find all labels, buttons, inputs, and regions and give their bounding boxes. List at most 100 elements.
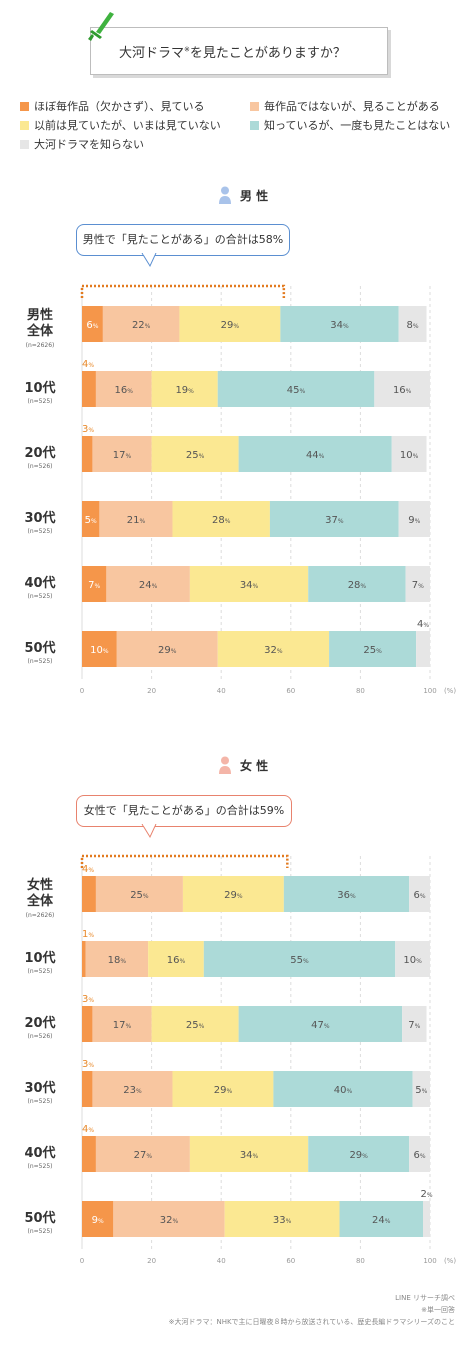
bar-row: 20代 (n=526) 3% 17% 25% 47% 7%	[24, 994, 427, 1042]
bar-row: 40代 (n=525) 7% 24% 34% 28% 7%	[24, 566, 430, 602]
data-label: 32%	[264, 645, 283, 656]
x-tick-label: 60	[286, 687, 295, 695]
data-label: 6%	[414, 890, 426, 901]
bar-segment	[82, 1136, 96, 1172]
category-label: 男性	[27, 307, 53, 323]
footer-note-single-answer: ※単一回答	[421, 1306, 455, 1314]
bar-segment	[82, 631, 117, 667]
legend-item: 毎作品ではないが、見ることがある	[250, 98, 440, 114]
bar-segment	[308, 1136, 410, 1172]
category-n: (n=525)	[28, 658, 53, 665]
bar-segment	[82, 1071, 93, 1107]
bar-row: 30代 (n=525) 5% 21% 28% 37% 9%	[24, 501, 430, 537]
data-label: 17%	[113, 450, 132, 461]
bar-segment	[116, 631, 218, 667]
category-n: (n=525)	[28, 1098, 53, 1105]
data-label: 45%	[287, 385, 306, 396]
bar-segment	[412, 1071, 430, 1107]
data-label: 24%	[139, 580, 158, 591]
bar-segment	[82, 501, 100, 537]
data-label: 29%	[221, 320, 240, 331]
bar-row: 50代 (n=525) 9% 32% 33% 24% 2%	[24, 1189, 433, 1237]
data-label: 19%	[175, 385, 194, 396]
legend-swatch	[250, 101, 259, 111]
data-label: 21%	[127, 515, 146, 526]
category-n: (n=526)	[28, 1033, 53, 1040]
female-heading: 女 性	[218, 756, 268, 774]
category-label: 全体	[26, 893, 54, 909]
legend-swatch	[20, 139, 29, 149]
bar-segment	[238, 1006, 403, 1042]
data-label: 34%	[240, 580, 259, 591]
bar-segment	[269, 501, 399, 537]
bar-row: 40代 (n=525) 4% 27% 34% 29% 6%	[24, 1124, 430, 1172]
bar-segment	[409, 876, 430, 912]
bar-segment	[92, 436, 152, 472]
data-label: 40%	[334, 1085, 353, 1096]
data-label: 17%	[113, 1020, 132, 1031]
bar-segment	[374, 371, 430, 407]
data-label: 4%	[82, 864, 94, 875]
data-label: 55%	[290, 955, 309, 966]
data-label: 9%	[92, 1215, 104, 1226]
x-axis-unit: (%)	[444, 687, 456, 695]
data-label: 10%	[403, 955, 422, 966]
bar-segment	[82, 436, 93, 472]
bar-segment	[95, 371, 152, 407]
data-label: 25%	[186, 450, 205, 461]
data-label: 16%	[167, 955, 186, 966]
bar-segment	[217, 371, 375, 407]
bar-segment	[280, 306, 399, 342]
data-label: 28%	[212, 515, 231, 526]
bar-segment	[82, 1006, 93, 1042]
data-label: 4%	[417, 619, 429, 630]
seen-total-bracket	[80, 284, 286, 298]
bar-segment	[339, 1201, 424, 1237]
data-label: 25%	[186, 1020, 205, 1031]
bar-segment	[95, 1136, 190, 1172]
legend-swatch	[250, 120, 259, 130]
category-label: 全体	[26, 323, 54, 339]
seen-total-bracket	[80, 854, 289, 868]
bar-segment	[92, 1071, 173, 1107]
bar-segment	[85, 941, 149, 977]
footer-note-definition: ※大河ドラマ：NHKで主に日曜夜８時から放送されている、歴史長編ドラマシリーズの…	[168, 1318, 455, 1326]
data-label: 34%	[240, 1150, 259, 1161]
bar-segment	[151, 371, 218, 407]
x-tick-label: 80	[356, 1257, 365, 1265]
bar-segment	[391, 436, 427, 472]
category-label: 40代	[24, 1145, 55, 1161]
bar-segment	[416, 631, 430, 667]
category-n: (n=525)	[28, 593, 53, 600]
bar-segment	[395, 941, 430, 977]
question-title-box: 大河ドラマ※を見たことがありますか？	[90, 27, 388, 75]
data-label: 7%	[412, 580, 424, 591]
data-label: 29%	[214, 1085, 233, 1096]
x-tick-label: 100	[423, 1257, 436, 1265]
data-label: 10%	[90, 645, 109, 656]
data-label: 4%	[82, 1124, 94, 1135]
category-n: (n=2626)	[26, 342, 55, 349]
bar-segment	[172, 1071, 274, 1107]
legend-item: 以前は見ていたが、いまは見ていない	[20, 117, 221, 133]
data-label: 34%	[330, 320, 349, 331]
bar-segment	[283, 876, 410, 912]
question-title: 大河ドラマ※を見たことがありますか？	[119, 45, 346, 61]
x-tick-label: 40	[217, 687, 226, 695]
bar-row: 10代 (n=525) 4% 16% 19% 45% 16%	[24, 359, 430, 407]
male-person-icon	[219, 186, 231, 204]
bar-segment	[106, 566, 190, 602]
male-callout-tail	[141, 253, 157, 268]
data-label: 25%	[130, 890, 149, 901]
bar-segment	[398, 306, 427, 342]
bar-segment	[92, 1006, 152, 1042]
bar-segment	[82, 306, 103, 342]
data-label: 18%	[108, 955, 127, 966]
data-label: 47%	[311, 1020, 330, 1031]
category-n: (n=525)	[28, 1228, 53, 1235]
bar-segment	[182, 876, 284, 912]
bar-segment	[82, 371, 96, 407]
bar-segment	[95, 876, 183, 912]
bar-segment	[217, 631, 330, 667]
data-label: 44%	[306, 450, 325, 461]
